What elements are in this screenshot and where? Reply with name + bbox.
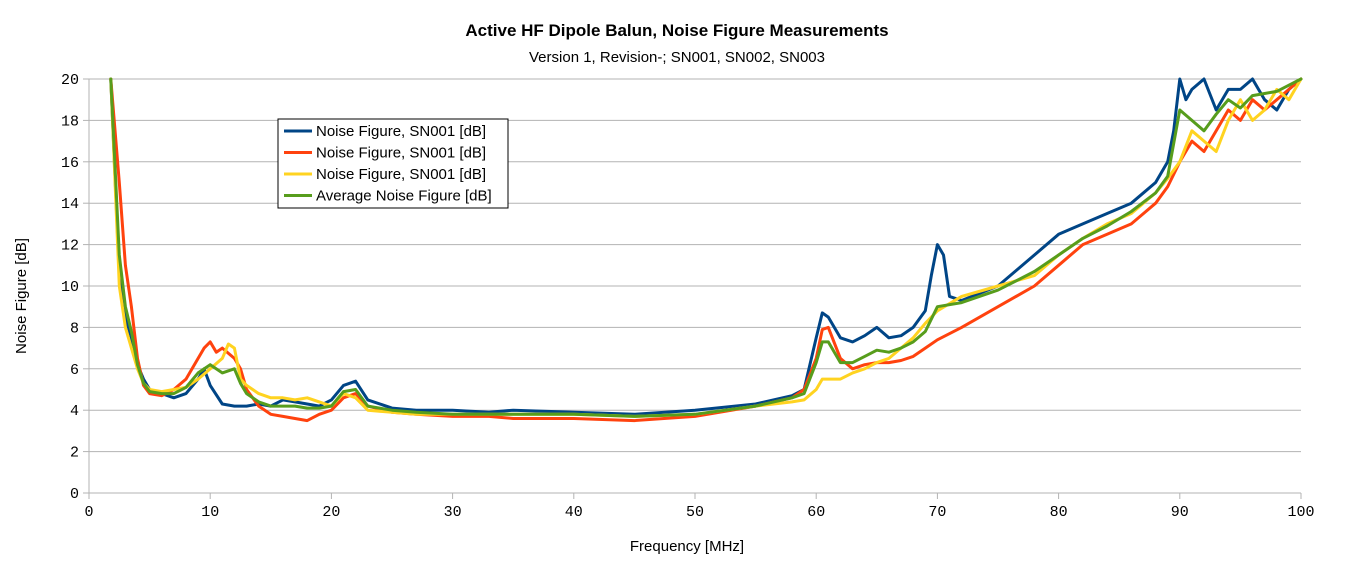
y-tick-label: 12: [61, 238, 79, 255]
series-line-2: [109, 77, 1303, 423]
x-tick-label: 90: [1171, 504, 1189, 521]
series-lines: [109, 77, 1303, 423]
series-line-1: [109, 77, 1303, 416]
chart-title: Active HF Dipole Balun, Noise Figure Mea…: [465, 21, 889, 40]
y-tick-label: 18: [61, 113, 79, 130]
y-tick-label: 16: [61, 155, 79, 172]
y-axis-label: Noise Figure [dB]: [13, 238, 30, 354]
legend-box: [277, 118, 509, 209]
legend-entry: Noise Figure, SN001 [dB]: [316, 123, 486, 140]
grid-lines: [83, 78, 1302, 499]
legend-entry: Average Noise Figure [dB]: [316, 188, 492, 205]
legend-entry: Noise Figure, SN001 [dB]: [316, 166, 486, 183]
legend-entry: Noise Figure, SN001 [dB]: [316, 145, 486, 162]
x-tick-label: 80: [1050, 504, 1068, 521]
x-tick-label: 10: [201, 504, 219, 521]
y-tick-label: 14: [61, 196, 79, 213]
y-tick-label: 6: [70, 362, 79, 379]
x-tick-label: 100: [1287, 504, 1314, 521]
y-tick-label: 8: [70, 320, 79, 337]
x-axis-label: Frequency [MHz]: [630, 538, 744, 555]
y-tick-label: 4: [70, 403, 79, 420]
x-tick-label: 20: [322, 504, 340, 521]
legend: Noise Figure, SN001 [dB] Noise Figure, SN…: [277, 118, 509, 209]
y-tick-label: 10: [61, 279, 79, 296]
x-tick-label: 70: [928, 504, 946, 521]
x-tick-labels: 0 10 20 30 40 50 60 70 80 90 100: [84, 504, 1314, 521]
chart-subtitle: Version 1, Revision-; SN001, SN002, SN00…: [529, 49, 825, 66]
y-tick-labels: 0 2 4 6 8 10 12 14 16 18 20: [61, 72, 79, 503]
x-tick-label: 50: [686, 504, 704, 521]
y-tick-label: 0: [70, 486, 79, 503]
x-tick-label: 60: [807, 504, 825, 521]
series-line-4: [109, 77, 1303, 418]
y-tick-label: 20: [61, 72, 79, 89]
x-tick-label: 0: [84, 504, 93, 521]
x-tick-label: 40: [565, 504, 583, 521]
x-tick-label: 30: [444, 504, 462, 521]
y-tick-label: 2: [70, 445, 79, 462]
